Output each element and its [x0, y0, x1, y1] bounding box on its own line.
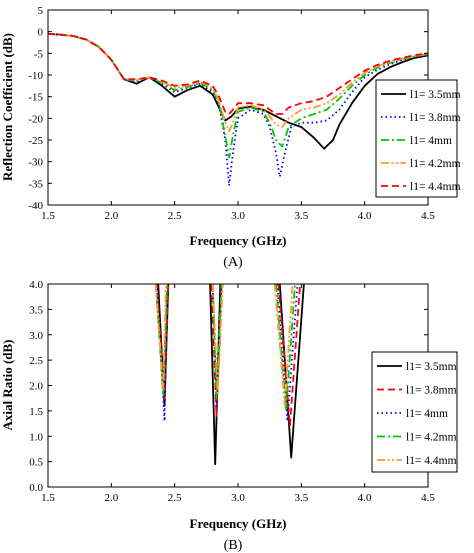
panel-a-label: (A) — [223, 255, 243, 270]
b-xtick-label: 3.0 — [231, 492, 245, 504]
b-series-line-4 — [154, 284, 168, 397]
b-xtick-label: 4.5 — [421, 492, 435, 504]
a-legend-label-4: l1= 4.2mm — [410, 158, 461, 170]
b-xtick-label: 4.0 — [358, 492, 372, 504]
b-xtick-label: 3.5 — [294, 492, 308, 504]
b-series-line-2 — [210, 284, 223, 417]
a-series-line-1 — [48, 32, 428, 150]
panel-b-legend-box — [371, 351, 458, 473]
a-xtick-label: 2.0 — [104, 210, 118, 222]
a-xtick-label: 4.5 — [421, 210, 435, 222]
a-ytick-label: 5 — [38, 5, 44, 17]
a-ytick-label: 0 — [38, 27, 44, 39]
panel-a-ylabel: Reflection Coefficient (dB) — [0, 33, 15, 181]
b-ytick-label: 3.0 — [29, 330, 43, 342]
a-legend-label-5: l1= 4.4mm — [410, 181, 461, 193]
a-series-line-5 — [48, 32, 428, 115]
a-ytick-label: -35 — [28, 178, 43, 190]
b-ytick-label: 4.0 — [29, 279, 43, 291]
b-ytick-label: 1.0 — [29, 431, 43, 443]
a-ytick-label: -15 — [28, 92, 43, 104]
panel-b-label: (B) — [224, 538, 243, 553]
a-xtick-label: 1.5 — [41, 210, 55, 222]
a-series-line-3 — [48, 32, 428, 159]
panel-b-series — [154, 284, 305, 466]
a-ytick-label: -10 — [28, 70, 43, 82]
b-xtick-label: 2.5 — [168, 492, 182, 504]
panel-b: 1.5 2.0 2.5 3.0 3.5 4.0 4.5 0.0 0.5 1.0 1.5 2.0 2.5 3… — [0, 279, 458, 553]
b-series-line-2 — [277, 284, 301, 428]
panel-b-xlabel: Frequency (GHz) — [190, 516, 287, 531]
b-ytick-label: 2.0 — [29, 381, 43, 393]
a-ytick-label: -5 — [34, 48, 44, 60]
b-series-line-5 — [211, 284, 224, 395]
a-legend-label-3: l1= 4mm — [410, 135, 452, 147]
a-xtick-label: 3.5 — [294, 210, 308, 222]
b-ytick-label: 0.5 — [29, 457, 43, 469]
panel-a-ticks: 1.5 2.0 2.5 3.0 3.5 4.0 4.5 5 0 -5 -10 -15 -20 -25 -30… — [28, 5, 435, 222]
panel-a: 1.5 2.0 2.5 3.0 3.5 4.0 4.5 5 0 -5 -10 -15 -20 -25 -30… — [0, 5, 461, 270]
b-series-line-5 — [273, 284, 294, 407]
panel-a-series — [48, 32, 428, 187]
a-ytick-label: -40 — [28, 200, 43, 212]
b-legend-label-4: l1= 4.2mm — [406, 432, 457, 444]
b-legend-label-3: l1= 4mm — [406, 408, 448, 420]
a-ytick-label: -30 — [28, 157, 43, 169]
a-ytick-label: -25 — [28, 135, 43, 147]
panel-b-ticks: 1.5 2.0 2.5 3.0 3.5 4.0 4.5 0.0 0.5 1.0 1.5 2.0 2.5 3… — [29, 279, 435, 504]
a-series-line-4 — [48, 32, 428, 133]
panel-a-legend-box — [375, 79, 458, 198]
a-xtick-label: 2.5 — [168, 210, 182, 222]
a-legend-label-1: l1= 3.5mm — [410, 89, 461, 101]
a-xtick-label: 4.0 — [358, 210, 372, 222]
b-xtick-label: 2.0 — [104, 492, 118, 504]
panel-b-ylabel: Axial Ratio (dB) — [0, 340, 15, 431]
b-series-line-2 — [156, 284, 170, 400]
b-legend-label-2: l1= 3.8mm — [406, 385, 457, 397]
panel-b-frame — [47, 283, 429, 488]
a-xtick-label: 3.0 — [231, 210, 245, 222]
b-ytick-label: 0.0 — [29, 482, 43, 494]
b-series-line-5 — [154, 284, 167, 392]
b-series-line-4 — [211, 284, 223, 400]
b-ytick-label: 2.5 — [29, 355, 43, 367]
a-ytick-label: -20 — [28, 113, 43, 125]
b-series-line-3 — [276, 284, 299, 422]
b-ytick-label: 3.5 — [29, 304, 43, 316]
b-series-line-4 — [275, 284, 296, 412]
panel-a-legend: l1= 3.5mm l1= 3.8mm l1= 4mm l1= 4.2mm l1= 4.… — [375, 79, 461, 198]
b-legend-label-5: l1= 4.4mm — [406, 455, 457, 467]
b-ytick-label: 1.5 — [29, 406, 43, 418]
a-legend-label-2: l1= 3.8mm — [410, 112, 461, 124]
panel-a-xlabel: Frequency (GHz) — [190, 233, 287, 248]
panel-b-legend: l1= 3.5mm l1= 3.8mm l1= 4mm l1= 4.2mm l1= 4.… — [371, 351, 458, 473]
b-xtick-label: 1.5 — [41, 492, 55, 504]
b-legend-label-1: l1= 3.5mm — [406, 361, 457, 373]
